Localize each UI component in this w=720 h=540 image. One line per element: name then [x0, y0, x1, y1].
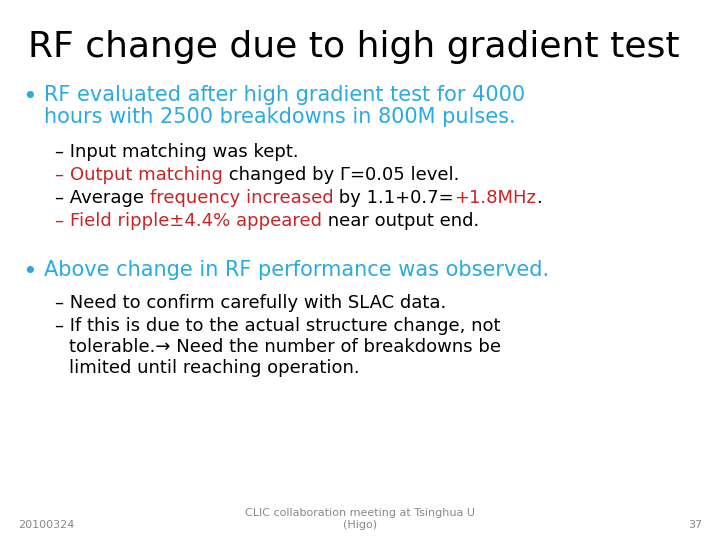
Text: hours with 2500 breakdowns in 800M pulses.: hours with 2500 breakdowns in 800M pulse… — [44, 107, 516, 127]
Text: by 1.1+0.7=: by 1.1+0.7= — [333, 189, 454, 207]
Text: changed by Γ=0.05 level.: changed by Γ=0.05 level. — [222, 166, 459, 184]
Text: Field ripple±4.4% appeared: Field ripple±4.4% appeared — [70, 212, 322, 230]
Text: +1.8MHz: +1.8MHz — [454, 189, 536, 207]
Text: –: – — [55, 212, 70, 230]
Text: tolerable.→ Need the number of breakdowns be: tolerable.→ Need the number of breakdown… — [69, 338, 501, 356]
Text: near output end.: near output end. — [322, 212, 479, 230]
Text: – Input matching was kept.: – Input matching was kept. — [55, 143, 299, 161]
Text: •: • — [22, 260, 37, 284]
Text: Above change in RF performance was observed.: Above change in RF performance was obser… — [44, 260, 549, 280]
Text: limited until reaching operation.: limited until reaching operation. — [69, 359, 359, 377]
Text: frequency increased: frequency increased — [150, 189, 333, 207]
Text: •: • — [22, 85, 37, 109]
Text: .: . — [536, 189, 541, 207]
Text: 37: 37 — [688, 520, 702, 530]
Text: – Need to confirm carefully with SLAC data.: – Need to confirm carefully with SLAC da… — [55, 294, 446, 312]
Text: RF change due to high gradient test: RF change due to high gradient test — [28, 30, 680, 64]
Text: RF evaluated after high gradient test for 4000: RF evaluated after high gradient test fo… — [44, 85, 525, 105]
Text: 20100324: 20100324 — [18, 520, 74, 530]
Text: – Average: – Average — [55, 189, 150, 207]
Text: CLIC collaboration meeting at Tsinghua U
(Higo): CLIC collaboration meeting at Tsinghua U… — [245, 508, 475, 530]
Text: –: – — [55, 166, 70, 184]
Text: – If this is due to the actual structure change, not: – If this is due to the actual structure… — [55, 317, 500, 335]
Text: Output matching: Output matching — [70, 166, 222, 184]
